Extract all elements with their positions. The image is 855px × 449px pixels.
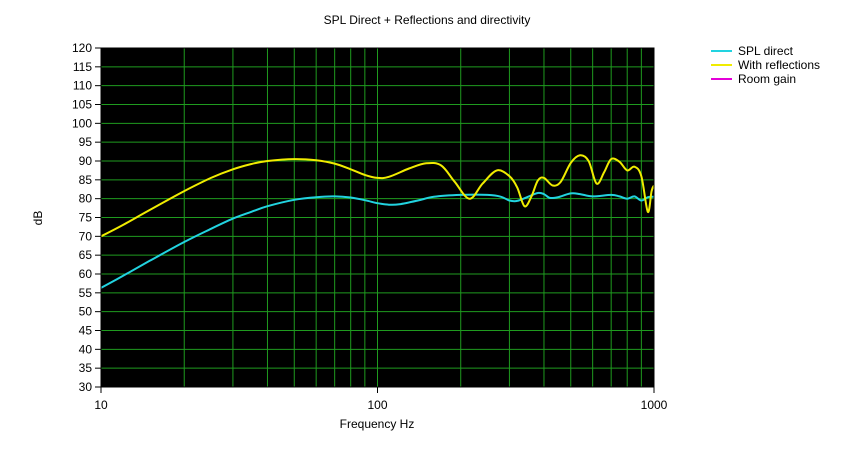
y-tick-label: 100: [72, 116, 92, 130]
y-tick-label: 95: [79, 135, 93, 149]
legend-label-2: Room gain: [738, 72, 796, 86]
x-tick-label: 1000: [641, 398, 668, 412]
y-tick-label: 45: [79, 324, 93, 338]
y-tick-label: 85: [79, 173, 93, 187]
y-tick-label: 30: [79, 380, 93, 394]
legend-label-0: SPL direct: [738, 44, 794, 58]
y-tick-label: 65: [79, 248, 93, 262]
series-layer: [100, 154, 655, 289]
legend-label-1: With reflections: [738, 58, 820, 72]
series-line-1: [100, 154, 655, 238]
x-tick-label: 100: [367, 398, 387, 412]
y-tick-label: 40: [79, 342, 93, 356]
y-axis-label: dB: [31, 211, 45, 226]
y-tick-label: 55: [79, 286, 93, 300]
y-tick-label: 50: [79, 305, 93, 319]
y-tick-label: 70: [79, 229, 93, 243]
y-tick-label: 110: [73, 79, 92, 93]
y-tick-label: 115: [73, 60, 92, 74]
x-tick-label: 10: [94, 398, 108, 412]
y-tick-label: 75: [79, 211, 93, 225]
x-axis: 10 100 1000: [94, 387, 668, 412]
y-tick-label: 35: [79, 361, 93, 375]
grid-lines: [101, 47, 654, 388]
y-tick-label: 120: [72, 41, 92, 55]
y-axis: 30 35 40 45 50 55 60 65 70 75 80 85 90 95 100 105 110 115…: [72, 41, 101, 394]
y-tick-label: 80: [79, 192, 93, 206]
chart-title: SPL Direct + Reflections and directivity: [324, 13, 531, 27]
y-tick-label: 105: [72, 98, 92, 112]
y-tick-label: 90: [79, 154, 93, 168]
x-axis-label: Frequency Hz: [340, 417, 415, 431]
y-tick-label: 60: [79, 267, 93, 281]
